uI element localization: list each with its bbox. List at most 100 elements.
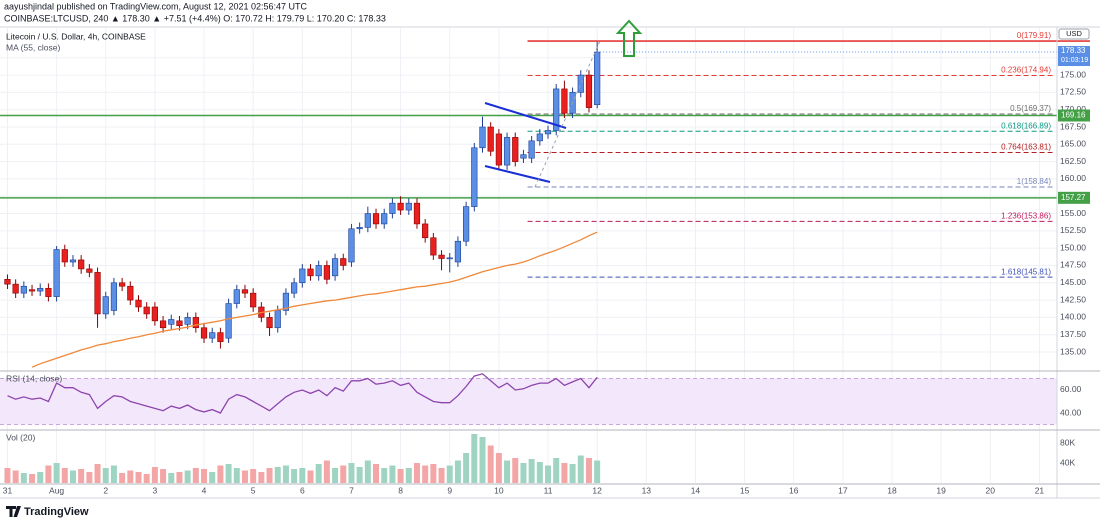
volume-bar xyxy=(585,458,592,483)
volume-bar xyxy=(184,470,191,483)
rsi-line xyxy=(7,373,598,414)
volume-bar xyxy=(135,472,142,483)
volume-bar xyxy=(577,455,584,483)
x-tick-label: 4 xyxy=(202,485,207,495)
candle-body xyxy=(176,320,183,326)
last-price-box xyxy=(1058,46,1090,67)
volume-bar xyxy=(479,437,486,483)
volume-bar xyxy=(4,468,11,483)
volume-bar xyxy=(471,434,478,483)
plot-area: 31 Aug 2 3 4 5 6 7 8 9 10 11 12 13 14 15 16 17 18 19 20 21 135… xyxy=(0,28,1090,495)
flag-lower-line xyxy=(484,165,551,183)
volume-tick-label: 40K xyxy=(1060,457,1075,467)
author-line: aayushjindal published on TradingView.co… xyxy=(4,1,308,11)
candle-body xyxy=(356,227,363,230)
volume-bar xyxy=(422,465,429,483)
candle-body xyxy=(53,249,60,297)
volume-bar xyxy=(225,464,232,483)
x-tick-label: 7 xyxy=(349,485,354,495)
candle-body xyxy=(430,237,437,256)
level-price-box xyxy=(1058,191,1090,204)
volume-bar xyxy=(594,460,601,483)
candle-body xyxy=(192,317,199,329)
fib-label: 1.236(153.86) xyxy=(1001,212,1051,221)
volume-bar xyxy=(569,464,576,483)
chart-title: Litecoin / U.S. Dollar, 4h, COINBASE xyxy=(6,31,146,41)
volume-bar xyxy=(504,460,511,483)
y-tick-label: 137.50 xyxy=(1060,329,1086,339)
volume-bar xyxy=(127,470,134,483)
volume-bar xyxy=(110,465,117,483)
candle-body xyxy=(241,289,249,294)
candle-body xyxy=(446,257,453,260)
x-tick-label: 21 xyxy=(1035,485,1045,495)
volume-bar xyxy=(274,467,281,483)
y-tick-label: 162.50 xyxy=(1060,156,1086,166)
candle-body xyxy=(37,288,44,292)
y-tick-label: 135.00 xyxy=(1060,346,1086,356)
x-tick-label: 10 xyxy=(494,485,504,495)
candle-body xyxy=(405,202,412,211)
candle-body xyxy=(119,282,126,287)
y-tick-label: 152.50 xyxy=(1060,225,1086,235)
volume-bar xyxy=(78,469,85,483)
fib-label: 0.5(169.37) xyxy=(1010,104,1051,113)
candle-body xyxy=(528,140,535,159)
candle-body xyxy=(12,283,19,294)
volume-bar xyxy=(405,468,412,483)
candle-body xyxy=(94,272,101,315)
volume-bar xyxy=(217,465,224,483)
x-tick-label: 14 xyxy=(691,485,701,495)
y-tick-label: 167.50 xyxy=(1060,121,1086,131)
logo-icon xyxy=(6,506,21,517)
level-price-label: 169.16 xyxy=(1061,111,1086,120)
volume-bar xyxy=(348,463,355,483)
candle-body xyxy=(422,223,429,239)
volume-bar xyxy=(553,458,560,483)
x-tick-label: 6 xyxy=(300,485,305,495)
candle-body xyxy=(282,292,290,311)
candle-body xyxy=(86,268,93,273)
volume-legend: Vol (20) xyxy=(6,432,35,442)
candle-body xyxy=(438,254,445,259)
volume-bar xyxy=(250,469,257,483)
x-tick-label: 20 xyxy=(986,485,996,495)
x-tick-label: 3 xyxy=(153,485,158,495)
candle-body xyxy=(28,289,36,292)
candle-body xyxy=(135,299,142,308)
candle-body xyxy=(512,137,519,162)
volume-bar xyxy=(45,465,52,483)
volume-bar xyxy=(201,469,208,483)
candle-body xyxy=(331,258,339,277)
y-tick-label: 160.00 xyxy=(1060,173,1086,183)
x-tick-label: 31 xyxy=(3,485,13,495)
candle-body xyxy=(274,310,281,329)
volume-bar xyxy=(160,469,167,483)
volume-bar xyxy=(168,473,175,483)
volume-bar xyxy=(258,472,265,483)
candle-body xyxy=(381,213,388,225)
rsi-tick-label: 40.00 xyxy=(1060,407,1082,417)
x-tick-label: 5 xyxy=(251,485,256,495)
candle-body xyxy=(503,137,511,166)
candle-body xyxy=(78,259,85,270)
volume-bar xyxy=(61,468,68,483)
volume-bar xyxy=(364,460,371,483)
volume-bar xyxy=(397,469,404,483)
candle-body xyxy=(110,282,118,311)
volume-bar xyxy=(94,464,101,483)
fib-label: 1(158.84) xyxy=(1017,177,1052,186)
flag-upper-line xyxy=(484,102,567,129)
volume-bar xyxy=(545,465,552,483)
candle-body xyxy=(577,74,584,93)
candle-body xyxy=(225,303,232,339)
volume-bar xyxy=(512,458,519,483)
volume-bar xyxy=(438,468,445,483)
up-arrow xyxy=(615,19,643,57)
volume-bar xyxy=(299,468,306,483)
candle-body xyxy=(209,332,216,339)
candle-body xyxy=(143,306,150,315)
moving-average-line xyxy=(31,231,598,368)
fib-label: 0.618(166.89) xyxy=(1001,121,1051,130)
